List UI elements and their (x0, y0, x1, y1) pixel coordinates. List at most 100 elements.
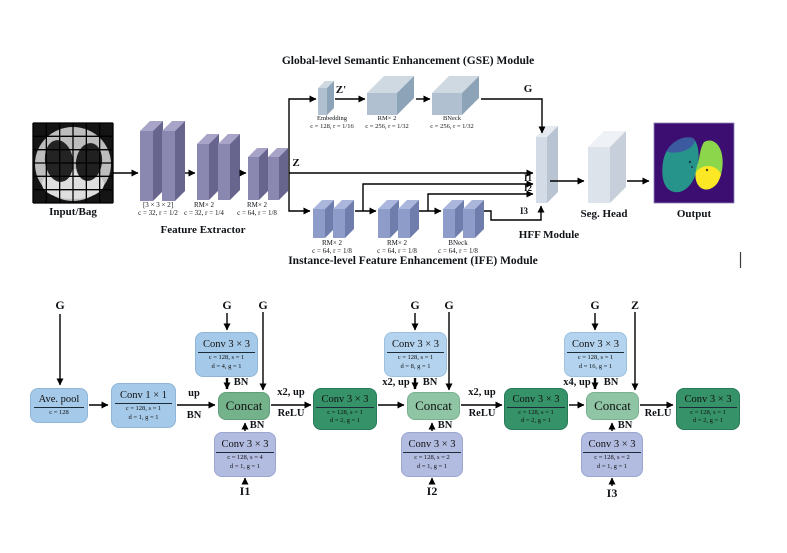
wire-z-prime-label: Z' (335, 84, 347, 96)
seg-head-label: Seg. Head (580, 208, 628, 220)
g-conv1-box: Conv 3 × 3 c = 128, s = 1 d = 4, g = 1 (195, 332, 258, 377)
dilated-conv1-params1: c = 128, s = 1 (327, 408, 363, 416)
dilated-conv2-params1: c = 128, s = 1 (518, 408, 554, 416)
hff-module-label: HFF Module (518, 229, 580, 241)
conv1x1-params2: d = 1, g = 1 (128, 413, 159, 421)
concat1-box: Concat (218, 392, 270, 420)
g-conv1-params1: c = 128, s = 1 (208, 354, 245, 361)
ife-block3-params: c = 64, r = 1/8 (438, 247, 478, 255)
g-conv1-title: Conv 3 × 3 (197, 339, 256, 353)
g-input6-label: G (590, 298, 600, 312)
i1-conv-params1: c = 128, s = 4 (227, 454, 263, 461)
gse-bneck-params: c = 256, r = 1/32 (430, 123, 474, 130)
concat3-title: Concat (594, 398, 631, 413)
g-conv2-params2: d = 8, g = 1 (400, 362, 431, 370)
feature-extractor-title: Feature Extractor (160, 224, 246, 236)
gse-bneck-name: BNeck (442, 115, 462, 122)
g-input4-label: G (410, 298, 420, 312)
conv1x1-params1: c = 128, s = 1 (125, 405, 162, 412)
i2-conv-params1: c = 128, s = 2 (414, 454, 450, 461)
g-conv1-params2: d = 4, g = 1 (211, 362, 242, 370)
embedding-name: Embedding (317, 115, 347, 122)
bn-label-i1: BN (249, 420, 265, 431)
g-input1-label: G (55, 298, 65, 312)
relu-label-3: ReLU (644, 408, 672, 419)
wire-z-label: Z (292, 157, 300, 169)
ife-block3-name: BNeck (448, 239, 468, 247)
dilated-conv2-title: Conv 3 × 3 (507, 394, 565, 408)
wire-i3-label: I3 (519, 206, 529, 216)
ave-pool-title: Ave. pool (33, 394, 85, 409)
slabs-and-arrows (56, 76, 674, 486)
concat2-title: Concat (415, 398, 452, 413)
g-input3-label: G (258, 298, 268, 312)
i3-conv-box: Conv 3 × 3 c = 128, s = 2 d = 1, g = 1 (581, 432, 643, 477)
x2up-label-2: x2, up (468, 387, 496, 398)
i2-conv-params2: d = 1, g = 1 (416, 462, 448, 470)
concat1-title: Concat (225, 398, 263, 413)
i3-conv-params2: d = 1, g = 1 (596, 462, 628, 470)
conv1x1-title: Conv 1 × 1 (114, 390, 173, 404)
i2-input-label: I2 (426, 484, 438, 498)
relu-label-2: ReLU (468, 408, 496, 419)
i3-input-label: I3 (606, 486, 618, 500)
bn-label-1: BN (186, 410, 202, 421)
i1-input-label: I1 (239, 484, 251, 498)
i2-conv-box: Conv 3 × 3 c = 128, s = 2 d = 1, g = 1 (401, 432, 463, 477)
i3-conv-title: Conv 3 × 3 (583, 439, 641, 453)
fe-block3-params: c = 64, r = 1/8 (237, 209, 277, 217)
dilated-conv2-box: Conv 3 × 3 c = 128, s = 1 d = 2, g = 1 (504, 388, 568, 430)
fe-block1-kernel: [3 × 3 × 2] (142, 201, 174, 209)
concat2-box: Concat (407, 392, 460, 420)
conv1x1-box: Conv 1 × 1 c = 128, s = 1 d = 1, g = 1 (111, 383, 176, 428)
g-conv3-params2: d = 16, g = 1 (578, 362, 613, 370)
g-conv2-box: Conv 3 × 3 c = 128, s = 1 d = 8, g = 1 (384, 332, 447, 377)
i1-conv-params2: d = 1, g = 1 (229, 462, 261, 470)
output-conv-box: Conv 3 × 3 c = 128, s = 1 d = 2, g = 1 (676, 388, 740, 430)
gse-module-title: Global-level Semantic Enhancement (GSE) … (281, 55, 535, 67)
bn-label-g3: BN (603, 377, 619, 388)
i1-conv-title: Conv 3 × 3 (216, 439, 274, 453)
input-bag-label: Input/Bag (49, 206, 97, 218)
dilated-conv2-params2: d = 2, g = 1 (520, 417, 552, 424)
output-segmentation-image (653, 122, 735, 204)
fe-block2-params: c = 32, r = 1/4 (184, 209, 224, 217)
fe-block2-name: RM× 2 (193, 201, 215, 209)
i1-conv-box: Conv 3 × 3 c = 128, s = 4 d = 1, g = 1 (214, 432, 276, 477)
output-conv-title: Conv 3 × 3 (679, 394, 737, 408)
bn-label-i2: BN (437, 420, 453, 431)
bn-label-g1: BN (233, 377, 249, 388)
g-input2-label: G (222, 298, 232, 312)
g-input5-label: G (444, 298, 454, 312)
output-label: Output (676, 208, 712, 220)
g-conv3-title: Conv 3 × 3 (566, 339, 625, 353)
gse-rm-params: c = 256, r = 1/32 (365, 123, 409, 130)
output-conv-params2: d = 2, g = 1 (692, 417, 724, 424)
g-conv3-params1: c = 128, s = 1 (577, 354, 614, 361)
wire-i1-label: I1 (523, 173, 533, 183)
embedding-params: c = 128, r = 1/16 (310, 123, 354, 130)
bn-label-i3: BN (617, 420, 633, 431)
g-conv2-params1: c = 128, s = 1 (397, 354, 434, 361)
g-conv3-box: Conv 3 × 3 c = 128, s = 1 d = 16, g = 1 (564, 332, 627, 377)
x2up-label-1: x2, up (277, 387, 305, 398)
output-conv-params1: c = 128, s = 1 (690, 408, 726, 416)
input-ct-image (32, 122, 114, 204)
x2up-label-g2: x2, up (382, 377, 410, 388)
x4up-label-g3: x4, up (563, 377, 591, 388)
gse-rm-name: RM× 2 (377, 115, 397, 122)
wire-i2-label: I2 (523, 183, 533, 193)
z-input-label: Z (630, 298, 640, 312)
fe-block1-params: c = 32, r = 1/2 (138, 209, 178, 217)
ife-block2-params: c = 64, r = 1/8 (377, 247, 417, 255)
ave-pool-box: Ave. pool c = 128 (30, 388, 88, 423)
i2-conv-title: Conv 3 × 3 (403, 439, 461, 453)
wire-g-label: G (523, 83, 533, 95)
ife-block1-name: RM× 2 (321, 239, 343, 247)
dilated-conv1-params2: d = 2, g = 1 (329, 417, 361, 424)
dilated-conv1-title: Conv 3 × 3 (316, 394, 374, 408)
fe-block3-name: RM× 2 (246, 201, 268, 209)
ife-block2-name: RM× 2 (386, 239, 408, 247)
bag-grid-lines (32, 122, 114, 204)
